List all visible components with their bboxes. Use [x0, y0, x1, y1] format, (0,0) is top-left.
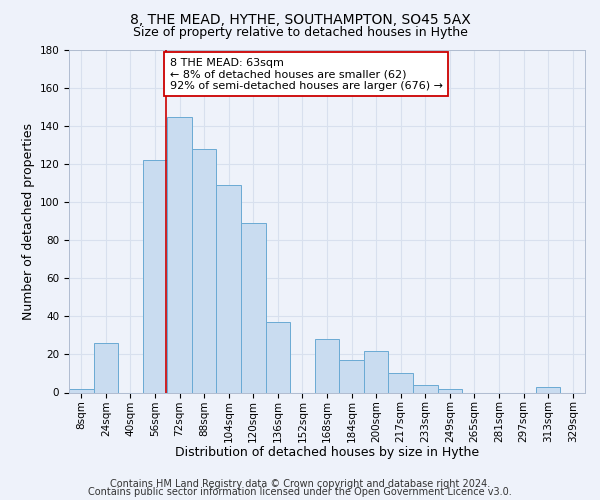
Bar: [437, 388, 462, 392]
Bar: [315, 339, 339, 392]
Bar: [241, 223, 266, 392]
Bar: [339, 360, 364, 392]
Bar: [536, 387, 560, 392]
Bar: [192, 149, 217, 392]
Text: 8 THE MEAD: 63sqm
← 8% of detached houses are smaller (62)
92% of semi-detached : 8 THE MEAD: 63sqm ← 8% of detached house…: [170, 58, 443, 91]
Y-axis label: Number of detached properties: Number of detached properties: [22, 122, 35, 320]
Text: 8, THE MEAD, HYTHE, SOUTHAMPTON, SO45 5AX: 8, THE MEAD, HYTHE, SOUTHAMPTON, SO45 5A…: [130, 12, 470, 26]
Bar: [364, 350, 388, 393]
Bar: [413, 385, 437, 392]
X-axis label: Distribution of detached houses by size in Hythe: Distribution of detached houses by size …: [175, 446, 479, 460]
Text: Contains HM Land Registry data © Crown copyright and database right 2024.: Contains HM Land Registry data © Crown c…: [110, 479, 490, 489]
Bar: [69, 388, 94, 392]
Text: Contains public sector information licensed under the Open Government Licence v3: Contains public sector information licen…: [88, 487, 512, 497]
Bar: [94, 343, 118, 392]
Bar: [143, 160, 167, 392]
Bar: [217, 185, 241, 392]
Bar: [167, 116, 192, 392]
Bar: [388, 374, 413, 392]
Text: Size of property relative to detached houses in Hythe: Size of property relative to detached ho…: [133, 26, 467, 39]
Bar: [266, 322, 290, 392]
